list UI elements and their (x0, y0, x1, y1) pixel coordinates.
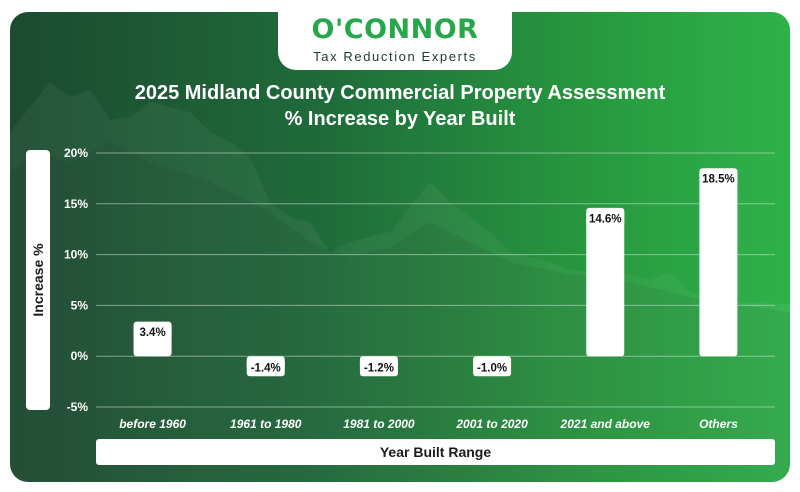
data-label: -1.4% (251, 363, 281, 375)
bar (699, 168, 738, 357)
bar (586, 207, 625, 357)
y-tick-label: 20% (64, 146, 88, 160)
data-label-box (699, 170, 738, 188)
brand-logo: O'CONNOR Tax Reduction Experts (278, 12, 512, 70)
data-label: 3.4% (139, 327, 165, 339)
x-axis-label: Year Built Range (379, 444, 492, 460)
data-label: -1.2% (364, 363, 394, 375)
x-tick-label: Others (699, 417, 738, 431)
chart-subtitle: % Increase by Year Built (284, 108, 516, 130)
data-label-box (473, 359, 512, 377)
x-tick-label: 1961 to 1980 (230, 417, 302, 431)
data-label: 14.6% (589, 213, 622, 225)
brand-name: O'CONNOR (311, 14, 479, 45)
data-label-box (246, 359, 285, 377)
y-axis-label-box (26, 150, 50, 410)
x-tick-label: before 1960 (119, 417, 186, 431)
y-tick-label: 5% (71, 298, 89, 312)
chart-card: O'CONNOR Tax Reduction Experts 2025 Midl… (10, 12, 790, 482)
x-axis-label-box: Year Built Range (96, 439, 775, 465)
data-label: 18.5% (702, 174, 735, 186)
data-label-box (586, 209, 625, 227)
chart-title: 2025 Midland County Commercial Property … (134, 82, 666, 104)
data-label-box (359, 359, 398, 377)
y-tick-label: 15% (64, 197, 88, 211)
bar-chart-plot: 20% 15% 10% 5% 0% -5% 3.4% before 1960 -1.4% 1961… (64, 146, 775, 431)
x-tick-label: 2021 and above (560, 417, 651, 431)
data-label-box (133, 323, 172, 341)
brand-tagline: Tax Reduction Experts (313, 49, 477, 64)
x-tick-label: 2001 to 2020 (455, 417, 528, 431)
data-label: -1.0% (477, 363, 507, 375)
x-tick-label: 1981 to 2000 (343, 417, 415, 431)
background-mountains-decoration (10, 82, 790, 482)
y-tick-label: 10% (64, 248, 88, 262)
y-tick-label: 0% (71, 349, 89, 363)
y-tick-label: -5% (67, 400, 89, 414)
